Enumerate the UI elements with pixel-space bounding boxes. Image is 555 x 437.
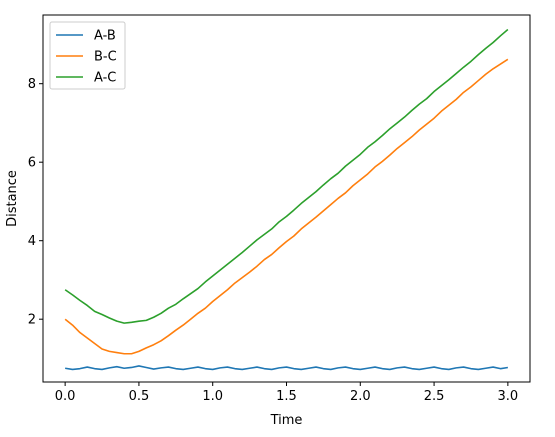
x-tick-label: 2.5 — [424, 389, 445, 404]
x-tick-label: 0.0 — [55, 389, 76, 404]
x-axis-label: Time — [270, 413, 303, 428]
y-tick-label: 6 — [28, 156, 36, 171]
x-tick-label: 0.5 — [129, 389, 150, 404]
y-axis: 2 4 6 8 — [28, 77, 43, 328]
series-line-a-b — [65, 365, 508, 371]
legend-label-b-c: B-C — [94, 50, 117, 65]
legend: A-B B-C A-C — [49, 21, 126, 90]
x-tick-label: 3.0 — [498, 389, 519, 404]
x-tick-label: 2.0 — [350, 389, 371, 404]
y-tick-label: 8 — [28, 77, 36, 92]
legend-label-a-c: A-C — [94, 71, 116, 86]
series-line-b-c — [64, 58, 509, 355]
series-line-a-c — [64, 28, 509, 324]
x-tick-label: 1.0 — [202, 389, 223, 404]
legend-label-a-b: A-B — [94, 29, 116, 44]
series-layer — [64, 28, 509, 371]
y-tick-label: 2 — [28, 313, 36, 328]
legend-box — [49, 21, 126, 90]
y-axis-label: Distance — [5, 170, 20, 227]
y-tick-label: 4 — [28, 234, 36, 249]
x-tick-label: 1.5 — [276, 389, 297, 404]
x-axis: 0.0 0.5 1.0 1.5 2.0 2.5 3.0 — [55, 382, 518, 404]
